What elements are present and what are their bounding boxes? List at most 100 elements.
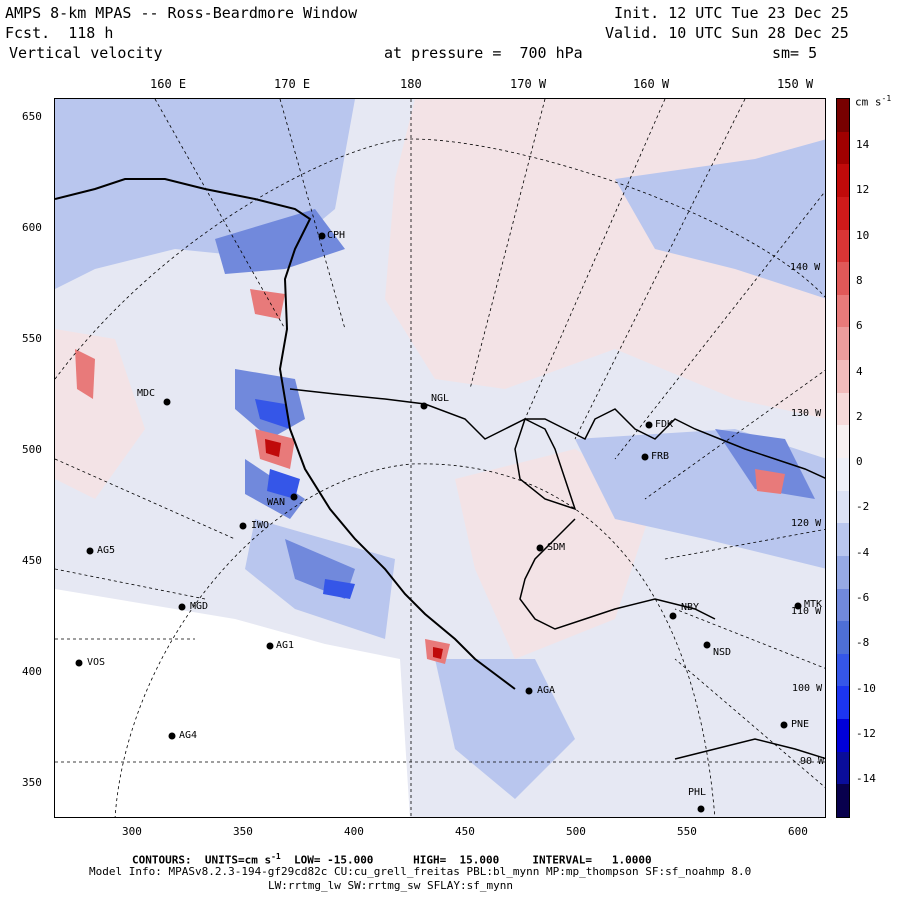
colorbar-units: cm s-1	[855, 94, 892, 109]
coast-east	[674, 738, 825, 760]
model-info: Model Info: MPASv8.2.3-194-gf29cd82c CU:…	[89, 865, 752, 878]
colorbar-tick-label: -2	[856, 500, 870, 514]
station-label-vos: VOS	[87, 657, 106, 668]
colorbar-segment	[837, 392, 849, 426]
smoothing-label: sm= 5	[772, 44, 818, 62]
colorbar-tick-label: -10	[856, 681, 876, 695]
colorbar-segment	[837, 360, 849, 394]
y-tick-label: 600	[22, 221, 42, 234]
lon-label: 180	[400, 77, 422, 91]
colorbar-tick-label: -4	[856, 545, 870, 559]
contour-info: CONTOURS: UNITS=cm s-1 LOW= -15.000 HIGH…	[132, 852, 652, 867]
pressure-level: at pressure = 700 hPa	[384, 44, 583, 62]
y-tick-label: 550	[22, 332, 42, 345]
colorbar-tick-label: -12	[856, 726, 876, 740]
x-tick-label: 450	[455, 825, 475, 838]
strong-upward-patches	[265, 439, 443, 659]
lon-label: 170 W	[510, 77, 547, 91]
station-label-pne: PNE	[791, 719, 810, 730]
valid-time: Valid. 10 UTC Sun 28 Dec 25	[605, 24, 849, 42]
lon-label-inner: 140 W	[790, 262, 821, 273]
y-tick-label: 350	[22, 776, 42, 789]
ross-ice-shelf-front	[289, 388, 825, 479]
roosevelt-island	[514, 417, 577, 511]
strong-downward-patches	[255, 399, 355, 599]
station-label-iwo: IWO	[251, 520, 270, 531]
coastline-west	[55, 178, 516, 690]
colorbar-segment	[837, 262, 849, 296]
colorbar-tick-label: 12	[856, 183, 870, 197]
init-time: Init. 12 UTC Tue 23 Dec 25	[614, 4, 849, 22]
station-label-fdk: FDK	[655, 419, 674, 430]
y-tick-label: 500	[22, 443, 42, 456]
colorbar-tick-label: 2	[856, 409, 863, 423]
y-tick-label: 450	[22, 554, 42, 567]
colorbar-segment	[837, 719, 849, 753]
graticule	[55, 99, 825, 817]
x-tick-label: 300	[122, 825, 142, 838]
colorbar-segment	[837, 588, 849, 622]
colorbar-tick-label: 0	[856, 455, 863, 469]
x-tick-label: 600	[788, 825, 808, 838]
colorbar-segment	[837, 523, 849, 557]
lon-label-inner: 90 W	[800, 756, 825, 767]
colorbar-segment	[837, 164, 849, 198]
lon-label-inner: 100 W	[792, 683, 823, 694]
colorbar-segment	[837, 294, 849, 328]
station-label-ag1: AG1	[276, 640, 295, 651]
colorbar-segment	[837, 555, 849, 590]
map-graphics	[55, 99, 825, 817]
station-label-cph: CPH	[327, 230, 346, 241]
station-label-nby: NBY	[681, 602, 700, 613]
lon-label-inner: 120 W	[791, 518, 822, 529]
colorbar-tick-label: 4	[856, 364, 863, 378]
y-tick-label: 400	[22, 665, 42, 678]
station-label-wan: WAN	[267, 497, 286, 508]
colorbar-segment	[837, 229, 849, 263]
lon-label-inner: 110 W	[791, 606, 822, 617]
x-tick-label: 400	[344, 825, 364, 838]
field-name: Vertical velocity	[9, 44, 163, 62]
colorbar-segment	[837, 621, 849, 655]
colorbar-segment	[837, 99, 849, 133]
colorbar-segment	[837, 490, 849, 524]
colorbar-segment	[837, 686, 849, 720]
siple-coast	[519, 518, 716, 630]
colorbar-tick-label: 10	[856, 228, 870, 242]
lon-label: 170 E	[274, 77, 311, 91]
lon-label: 160 W	[633, 77, 670, 91]
colorbar-segment	[837, 751, 849, 785]
station-label-ag5: AG5	[97, 545, 116, 556]
lon-label-inner: 130 W	[791, 408, 822, 419]
station-label-mdc: MDC	[137, 388, 156, 399]
colorbar-segment	[837, 653, 849, 687]
model-info-2: LW:rrtmg_lw SW:rrtmg_sw SFLAY:sf_mynn	[268, 879, 514, 892]
x-tick-label: 550	[677, 825, 697, 838]
y-tick-label: 650	[22, 110, 42, 123]
map-title: AMPS 8-km MPAS -- Ross-Beardmore Window	[5, 4, 358, 22]
station-label-frb: FRB	[651, 451, 670, 462]
station-label-mgd: MGD	[190, 601, 209, 612]
colorbar-segment	[837, 327, 849, 361]
station-label-nsd: NSD	[713, 647, 732, 658]
colorbar-tick-label: 8	[856, 273, 863, 287]
colorbar-tick-label: 14	[856, 138, 870, 151]
colorbar-tick-label: -6	[856, 591, 870, 604]
x-tick-label: 500	[566, 825, 586, 838]
colorbar-segment	[837, 425, 849, 459]
colorbar-segment	[837, 196, 849, 231]
lon-label: 160 E	[150, 77, 187, 91]
forecast-hour: Fcst. 118 h	[5, 24, 114, 42]
colorbar-tick-label: 6	[856, 319, 863, 333]
colorbar-segment	[837, 131, 849, 165]
colorbar	[836, 98, 850, 818]
colorbar-segment	[837, 784, 849, 818]
station-label-mtk: MTK	[804, 599, 823, 610]
colorbar-tick-label: -14	[856, 772, 876, 786]
station-label-aga: AGA	[537, 685, 556, 696]
station-label-sdm: SDM	[547, 542, 566, 553]
vertical-velocity-map: CPH MDC NGL FDK FRB WAN IWO AG5 SDM MGD …	[54, 98, 826, 818]
colorbar-tick-label: -8	[856, 636, 870, 650]
x-tick-label: 350	[233, 825, 253, 838]
station-label-phl: PHL	[688, 787, 707, 798]
